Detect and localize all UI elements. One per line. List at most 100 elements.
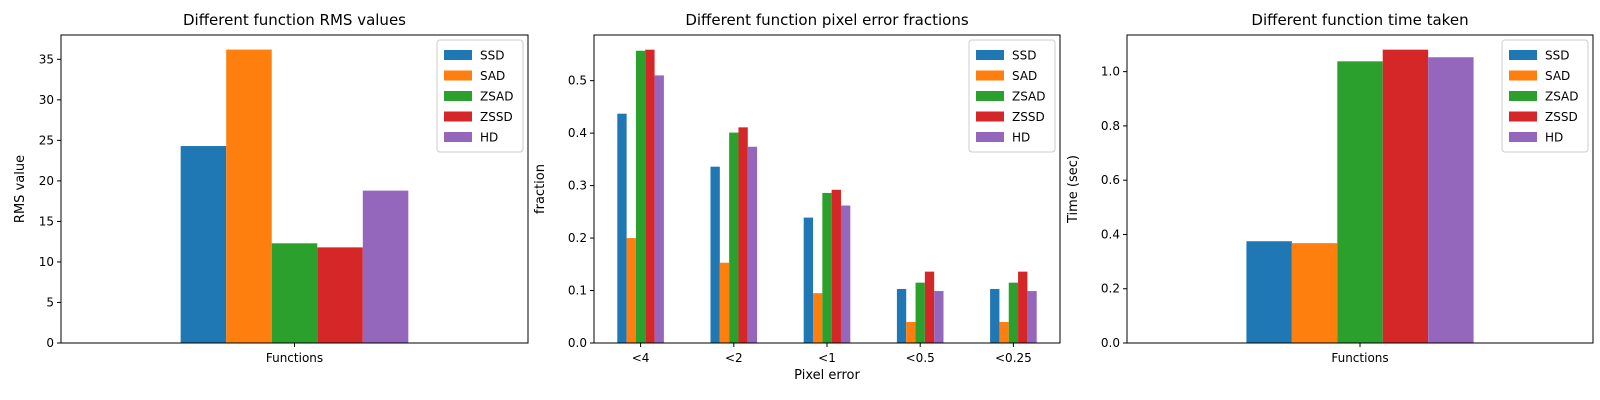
legend-label-sad: SAD <box>1545 69 1570 83</box>
y-tick-label: 0.5 <box>568 74 587 88</box>
y-tick-label: 1.0 <box>1101 65 1120 79</box>
y-tick-label: 0.4 <box>1101 227 1120 241</box>
chart-title: Different function pixel error fractions <box>685 11 969 29</box>
legend-box <box>1501 39 1589 153</box>
bar-hd-1 <box>362 190 409 343</box>
x-tick-label: <4 <box>632 351 650 365</box>
chart-title: Different function time taken <box>1251 11 1468 29</box>
legend-label-zssd: ZSSD <box>1012 110 1045 124</box>
legend-label-sad: SAD <box>1012 69 1037 83</box>
legend-swatch-zssd <box>444 111 472 122</box>
legend-label-ssd: SSD <box>1545 49 1569 63</box>
bar-zssd-5 <box>1018 271 1028 343</box>
x-tick-label: Functions <box>266 351 323 365</box>
y-tick-label: 0.4 <box>568 126 587 140</box>
bar-ssd-4 <box>896 288 907 343</box>
bar-sad-3 <box>813 293 823 343</box>
y-tick-label: 0.3 <box>568 179 587 193</box>
bar-zsad-4 <box>915 282 925 343</box>
chart-1: Different function RMS values 0 5 10 15 20 25 3… <box>13 11 529 365</box>
legend-swatch-ssd <box>444 50 472 60</box>
bar-zsad-3 <box>822 192 832 343</box>
bar-hd-5 <box>1027 291 1037 343</box>
legend: SSD SAD ZSAD ZSSD HD <box>968 39 1056 153</box>
legend-label-zssd: ZSSD <box>1545 110 1578 124</box>
bar-zsad-1 <box>271 243 318 343</box>
legend-swatch-zsad <box>444 91 472 101</box>
bar-zsad-1 <box>635 50 646 343</box>
legend-swatch-zssd <box>1509 111 1537 122</box>
legend-box <box>968 39 1056 153</box>
legend-swatch-sad <box>1509 70 1537 81</box>
bar-zssd-1 <box>317 247 363 343</box>
bar-hd-3 <box>840 205 851 343</box>
bar-zsad-5 <box>1008 282 1019 343</box>
legend-swatch-zssd <box>976 111 1004 122</box>
bar-sad-5 <box>999 322 1009 343</box>
y-axis-label: RMS value <box>13 155 28 223</box>
legend: SSD SAD ZSAD ZSSD HD <box>436 39 524 153</box>
x-tick-label: <0.25 <box>995 351 1032 365</box>
legend-swatch-zsad <box>976 91 1004 101</box>
y-tick-label: 35 <box>39 52 54 66</box>
y-tick-label: 0.2 <box>568 231 587 245</box>
bar-hd-1 <box>654 75 664 344</box>
legend-label-zsad: ZSAD <box>1012 90 1046 104</box>
y-tick-label: 0.6 <box>1101 173 1120 187</box>
chart-2: Different function pixel error fractions… <box>533 11 1061 383</box>
legend-swatch-sad <box>976 70 1004 81</box>
bar-sad-2 <box>719 262 730 343</box>
x-axis-label: Pixel error <box>794 368 860 383</box>
legend-swatch-hd <box>976 132 1004 142</box>
y-tick-label: 0.0 <box>1101 336 1120 350</box>
plot-frame <box>60 34 529 344</box>
y-tick-label: 25 <box>39 133 54 147</box>
legend-swatch-ssd <box>1509 50 1537 60</box>
y-tick-label: 0.0 <box>568 336 587 350</box>
legend-swatch-hd <box>1509 132 1537 142</box>
bar-zssd-2 <box>738 127 748 343</box>
legend-label-zsad: ZSAD <box>1545 90 1579 104</box>
plot-frame <box>593 34 1061 344</box>
bar-zssd-3 <box>831 189 841 343</box>
bar-zssd-1 <box>1382 49 1429 343</box>
legend: SSD SAD ZSAD ZSSD HD <box>1501 39 1589 153</box>
bar-zssd-1 <box>645 49 655 344</box>
legend-swatch-hd <box>444 132 472 142</box>
x-tick-label: <1 <box>818 351 836 365</box>
chart-title: Different function RMS values <box>183 11 406 29</box>
y-tick-label: 0.2 <box>1101 282 1120 296</box>
legend-label-zssd: ZSSD <box>480 110 513 124</box>
y-tick-label: 0 <box>46 336 54 350</box>
bar-ssd-2 <box>710 166 720 343</box>
chart-3: Different function time taken 0.0 0.2 0.4 0.… <box>1066 11 1594 365</box>
y-tick-label: 20 <box>39 174 54 188</box>
legend-box <box>436 39 524 153</box>
legend-swatch-zsad <box>1509 91 1537 101</box>
y-axis-label: Time (sec) <box>1066 155 1081 224</box>
bar-hd-2 <box>747 146 758 343</box>
legend-label-ssd: SSD <box>480 49 504 63</box>
x-tick-label: <0.5 <box>906 351 935 365</box>
legend-label-hd: HD <box>1012 131 1030 145</box>
legend-label-hd: HD <box>480 131 498 145</box>
bar-hd-4 <box>934 291 944 343</box>
bar-ssd-5 <box>990 288 1000 343</box>
y-tick-label: 5 <box>46 295 54 309</box>
legend-label-sad: SAD <box>480 69 505 83</box>
bar-ssd-1 <box>180 146 227 343</box>
plot-frame <box>1126 34 1594 344</box>
bar-sad-1 <box>626 238 636 343</box>
bar-zssd-4 <box>924 271 935 343</box>
x-tick-label: Functions <box>1331 351 1388 365</box>
legend-swatch-ssd <box>976 50 1004 60</box>
y-tick-label: 10 <box>39 255 54 269</box>
bar-sad-1 <box>226 49 272 343</box>
bar-hd-1 <box>1428 57 1474 343</box>
y-axis-label: fraction <box>533 164 548 214</box>
bar-ssd-1 <box>1246 241 1292 343</box>
legend-label-ssd: SSD <box>1012 49 1036 63</box>
bar-ssd-1 <box>617 113 627 343</box>
y-tick-label: 15 <box>39 214 54 228</box>
